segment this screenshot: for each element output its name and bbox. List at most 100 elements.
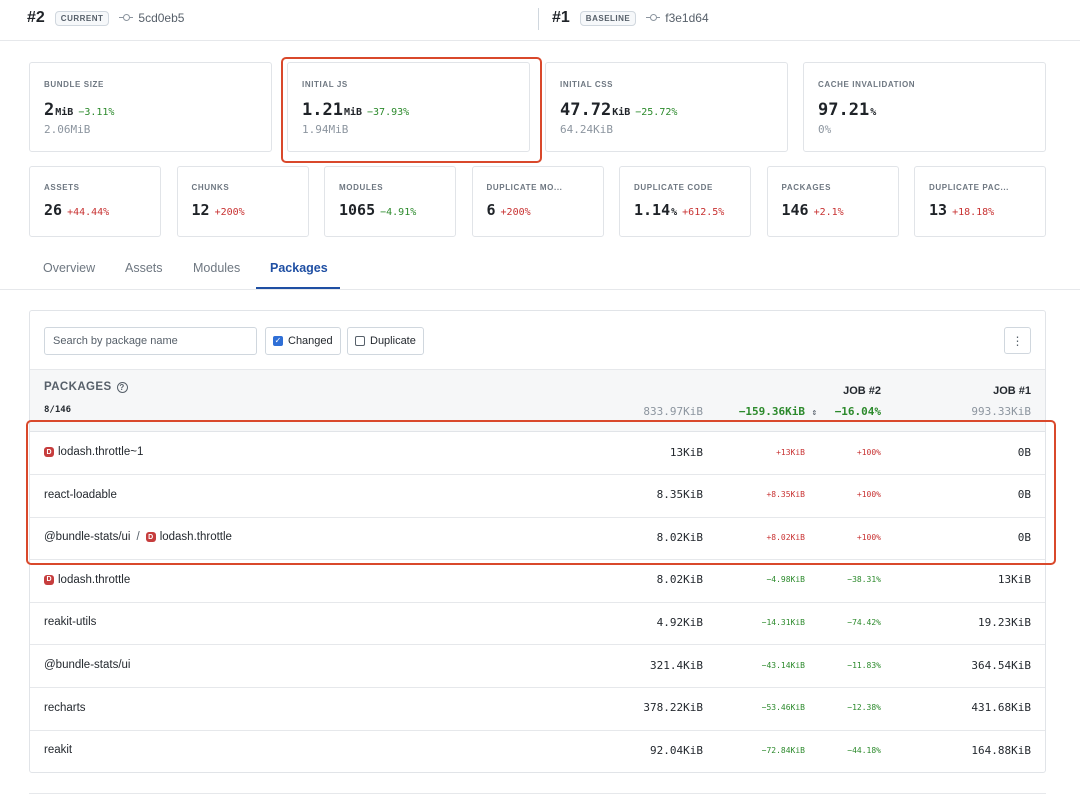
panel-bottom-divider — [29, 793, 1046, 794]
metric-number: 6 — [486, 201, 496, 219]
metric-card[interactable]: CACHE INVALIDATION 97.21% 0% — [803, 62, 1046, 152]
metric-number: 1.21 — [302, 100, 343, 120]
tab-modules[interactable]: Modules — [193, 261, 241, 275]
baseline-size: 0B — [1017, 445, 1031, 459]
metric-value: 26 +44.44% — [44, 201, 109, 219]
help-icon[interactable]: ? — [116, 381, 128, 393]
metric-label: INITIAL JS — [302, 80, 348, 89]
duplicate-label: Duplicate — [370, 335, 416, 347]
metric-label: DUPLICATE MO... — [486, 183, 563, 192]
metric-label: MODULES — [339, 183, 384, 192]
packages-title: PACKAGES — [44, 381, 112, 393]
metric-value: 13 +18.18% — [929, 201, 994, 219]
packages-panel: ✓ Changed Duplicate ⋮ PACKAGES ? 8/146 J… — [29, 310, 1046, 773]
table-row[interactable]: recharts 378.22KiB −53.46KiB −12.38% 431.68K… — [30, 687, 1045, 731]
metric-card[interactable]: MODULES 1065 −4.91% — [324, 166, 456, 237]
baseline-commit-hash: f3e1d64 — [665, 11, 709, 25]
table-row[interactable]: reakit 92.04KiB −72.84KiB −44.18% 164.88KiB — [30, 729, 1045, 772]
metric-label: CACHE INVALIDATION — [818, 80, 916, 89]
size-diff: +8.35KiB — [766, 490, 805, 500]
path-separator: / — [136, 531, 140, 544]
package-name-link[interactable]: recharts — [44, 701, 86, 714]
metric-card[interactable]: DUPLICATE PAC... 13 +18.18% — [914, 166, 1046, 237]
total-diff-sort[interactable]: −159.36KiB ⇕ — [739, 405, 817, 418]
metric-unit: MiB — [55, 107, 74, 118]
package-name-link[interactable]: lodash.throttle~1 — [58, 446, 144, 458]
metric-card[interactable]: ASSETS 26 +44.44% — [29, 166, 161, 237]
more-options-button[interactable]: ⋮ — [1004, 327, 1031, 354]
metric-number: 146 — [781, 201, 809, 219]
package-name-cell: recharts — [44, 687, 86, 729]
metric-card[interactable]: DUPLICATE MO... 6 +200% — [471, 166, 604, 237]
changed-label: Changed — [288, 335, 333, 347]
metric-baseline: 1.94MiB — [302, 123, 349, 136]
metric-card[interactable]: BUNDLE SIZE 2 MiB −3.11% 2.06MiB — [29, 62, 272, 152]
tab-assets[interactable]: Assets — [125, 261, 163, 275]
table-row[interactable]: @bundle-stats/ui 321.4KiB −43.14KiB −11.83%… — [30, 644, 1045, 688]
metric-card[interactable]: PACKAGES 146 +2.1% — [766, 166, 899, 237]
package-count: 8/146 — [44, 405, 72, 415]
metric-delta: −37.93% — [367, 107, 410, 118]
search-input[interactable] — [44, 327, 257, 355]
metric-value: 6 +200% — [487, 201, 531, 219]
metric-number: 1065 — [339, 201, 376, 219]
metric-value: 97.21% — [818, 100, 876, 120]
size-diff: +8.02KiB — [766, 532, 805, 542]
changed-checkbox[interactable]: ✓ — [273, 336, 283, 346]
package-name-link[interactable]: reakit — [44, 744, 73, 757]
duplicate-filter[interactable]: Duplicate — [347, 327, 424, 355]
baseline-size: 364.54KiB — [971, 658, 1031, 672]
package-name-link[interactable]: lodash.throttle — [58, 573, 131, 586]
metric-card[interactable]: DUPLICATE CODE 1.14% +612.5% — [619, 166, 751, 237]
package-name-link[interactable]: lodash.throttle — [159, 531, 232, 544]
metric-value: 2 MiB −3.11% — [44, 100, 114, 120]
size-diff-percent: +100% — [856, 447, 881, 457]
metric-label: PACKAGES — [781, 183, 832, 192]
metric-number: 12 — [191, 201, 210, 219]
current-size: 92.04KiB — [650, 743, 703, 757]
package-name-link[interactable]: react-loadable — [44, 488, 117, 501]
baseline-size: 164.88KiB — [971, 743, 1031, 757]
table-row[interactable]: react-loadable 8.35KiB +8.35KiB +100% 0B — [30, 474, 1045, 518]
duplicate-badge-icon: D — [145, 532, 156, 543]
sort-icon[interactable]: ⇕ — [811, 408, 817, 418]
total-current: 833.97KiB — [643, 405, 703, 418]
size-diff-percent: −44.18% — [847, 745, 881, 755]
duplicate-badge-icon: D — [44, 447, 54, 457]
current-size: 8.02KiB — [656, 573, 703, 587]
metric-label: INITIAL CSS — [560, 80, 614, 89]
tab-packages[interactable]: Packages — [256, 250, 340, 289]
metric-label: DUPLICATE CODE — [634, 183, 713, 192]
package-name-link[interactable]: @bundle-stats/ui — [44, 531, 131, 544]
table-row[interactable]: reakit-utils 4.92KiB −14.31KiB −74.42% 19.23… — [30, 601, 1045, 646]
size-diff: −14.31KiB — [761, 617, 805, 627]
current-size: 321.4KiB — [650, 658, 703, 672]
metric-label: ASSETS — [44, 183, 80, 192]
tab-overview[interactable]: Overview — [43, 261, 96, 275]
current-commit[interactable]: 5cd0eb5 — [119, 11, 184, 25]
metric-label: BUNDLE SIZE — [44, 80, 104, 89]
kebab-menu-icon: ⋮ — [1011, 333, 1024, 348]
package-name-link[interactable]: reakit-utils — [44, 616, 97, 629]
package-name-link[interactable]: @bundle-stats/ui — [44, 659, 131, 671]
current-size: 13KiB — [669, 445, 703, 459]
baseline-size: 431.68KiB — [971, 701, 1031, 715]
commit-icon — [646, 13, 661, 23]
packages-column-header[interactable]: PACKAGES ? — [44, 381, 128, 393]
duplicate-checkbox[interactable] — [355, 336, 365, 346]
duplicate-badge-icon: D — [44, 574, 54, 585]
job2-column-header: JOB #2 — [843, 385, 881, 397]
metric-card[interactable]: INITIAL CSS 47.72 KiB −25.72% 64.24KiB — [545, 62, 788, 152]
metric-card[interactable]: CHUNKS 12 +200% — [176, 166, 309, 237]
metric-unit: % — [870, 107, 877, 118]
changed-filter[interactable]: ✓ Changed — [265, 327, 341, 355]
metric-card[interactable]: INITIAL JS 1.21 MiB −37.93% 1.94MiB — [287, 62, 530, 152]
metric-number: 1.14 — [634, 201, 671, 219]
metric-number: 26 — [44, 201, 63, 219]
baseline-commit[interactable]: f3e1d64 — [646, 11, 709, 25]
